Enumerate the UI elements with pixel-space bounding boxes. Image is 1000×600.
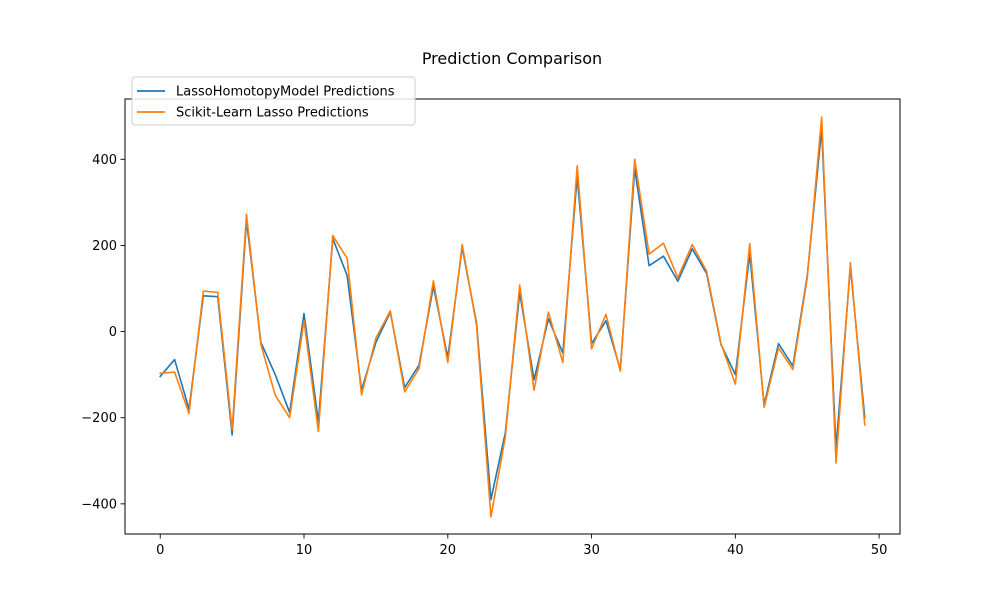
legend: LassoHomotopyModel Predictions Scikit-Lea… bbox=[131, 76, 416, 126]
y-tick-label: −200 bbox=[81, 411, 117, 426]
y-tick-label: 0 bbox=[109, 325, 117, 340]
series-layer bbox=[159, 116, 866, 518]
y-tick-label: 200 bbox=[92, 239, 117, 254]
plot-frame bbox=[124, 98, 901, 535]
x-tick-label: 10 bbox=[296, 543, 313, 558]
x-tick-label: 50 bbox=[871, 543, 888, 558]
axes-layer: 0 10 20 30 40 50 −400 −200 0 200 400 bbox=[81, 153, 887, 558]
legend-label: Scikit-Learn Lasso Predictions bbox=[176, 106, 369, 121]
x-tick-label: 40 bbox=[727, 543, 744, 558]
legend-box bbox=[131, 76, 416, 126]
series-line-scikit-learn-lasso bbox=[159, 116, 866, 518]
chart-title: Prediction Comparison bbox=[422, 49, 602, 68]
x-tick-label: 0 bbox=[156, 543, 164, 558]
x-tick-label: 30 bbox=[583, 543, 600, 558]
x-tick-label: 20 bbox=[440, 543, 457, 558]
y-tick-label: −400 bbox=[81, 497, 117, 512]
y-tick-label: 400 bbox=[92, 153, 117, 168]
legend-label: LassoHomotopyModel Predictions bbox=[176, 85, 395, 100]
